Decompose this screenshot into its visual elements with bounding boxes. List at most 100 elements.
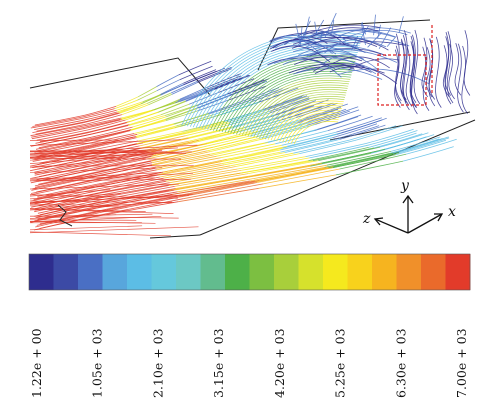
streamline: [332, 152, 400, 169]
streamline: [30, 181, 93, 196]
streamline: [321, 148, 386, 164]
streamline: [192, 41, 361, 128]
streamline: [248, 160, 319, 174]
streamline: [86, 114, 123, 125]
streamline: [308, 147, 369, 161]
streamline: [121, 104, 149, 115]
streamline: [29, 194, 178, 199]
streamline: [236, 75, 351, 135]
colorbar-tick-label: 5.25e + 03: [333, 328, 348, 398]
streamline: [282, 134, 338, 149]
streamline: [29, 193, 121, 200]
streamline: [156, 79, 180, 92]
streamline: [30, 187, 94, 202]
streamline: [257, 167, 333, 183]
streamline: [337, 68, 429, 84]
streamline: [35, 132, 88, 144]
streamline: [178, 187, 259, 203]
streamline: [183, 183, 264, 200]
streamline: [197, 99, 230, 112]
streamline: [34, 163, 93, 176]
x-axis-arrowhead: [434, 213, 444, 222]
streamline: [125, 109, 155, 121]
streamline: [129, 114, 162, 125]
streamline: [305, 31, 347, 42]
streamline: [220, 101, 260, 116]
streamline: [294, 55, 363, 65]
streamline: [241, 157, 310, 171]
streamline: [281, 131, 337, 146]
streamline: [280, 137, 333, 151]
streamline: [116, 101, 143, 111]
streamline: [215, 59, 356, 132]
streamline: [137, 86, 157, 98]
streamline: [195, 43, 360, 128]
streamline: [128, 115, 166, 126]
streamline: [138, 131, 183, 142]
streamline: [29, 148, 123, 156]
outlet-block: [377, 54, 427, 106]
streamline: [209, 101, 245, 115]
streamline: [264, 98, 345, 140]
streamline: [188, 92, 219, 105]
streamline: [285, 139, 340, 153]
streamline: [259, 125, 308, 139]
streamline: [175, 91, 204, 103]
streamline: [135, 125, 177, 137]
streamline: [233, 73, 352, 135]
streamline: [96, 156, 152, 170]
streamline: [193, 131, 239, 144]
streamline: [253, 89, 348, 138]
streamline: [143, 137, 189, 149]
streamline: [442, 45, 450, 97]
streamline: [240, 160, 309, 174]
streamline: [298, 107, 342, 122]
y-axis-label: y: [400, 178, 410, 194]
streamline: [90, 155, 148, 167]
streamline: [365, 128, 414, 144]
streamline: [351, 35, 359, 51]
streamline: [174, 173, 249, 187]
streamline: [116, 96, 139, 107]
streamline: [177, 89, 207, 102]
streamline: [165, 107, 198, 120]
streamline: [88, 145, 140, 157]
colorbar-swatch: [53, 254, 79, 290]
streamline: [31, 127, 83, 138]
streamline: [130, 119, 166, 131]
streamline: [309, 144, 370, 159]
streamline: [148, 94, 172, 106]
streamline: [299, 139, 357, 154]
streamline: [185, 88, 214, 102]
colorbar-swatch: [176, 254, 201, 290]
streamline: [421, 46, 429, 98]
streamline: [461, 45, 468, 114]
streamline: [29, 200, 174, 203]
x-axis-arrow: [407, 213, 443, 234]
streamline: [29, 178, 192, 182]
streamline: [34, 142, 89, 155]
colorbar-swatch: [347, 254, 373, 290]
streamline: [36, 139, 90, 152]
domain-edge-right: [199, 119, 476, 236]
streamline: [314, 65, 372, 74]
streamline: [402, 146, 454, 162]
streamline: [99, 171, 164, 186]
streamline: [338, 27, 411, 37]
streamline: [235, 153, 300, 167]
colorbar-swatch: [29, 254, 54, 290]
streamline: [81, 109, 117, 119]
streamline: [395, 139, 447, 155]
streamline: [29, 189, 111, 197]
colorbar-tick-label: 7.00e + 03: [454, 328, 469, 398]
streamline: [197, 67, 232, 82]
streamline: [188, 127, 231, 139]
streamline: [136, 132, 183, 145]
streamline: [310, 153, 372, 167]
streamline: [83, 112, 120, 124]
colorbar-swatch: [249, 254, 275, 290]
streamline: [34, 172, 95, 187]
streamline: [31, 166, 91, 179]
streamline: [210, 142, 265, 155]
streamline: [189, 122, 231, 134]
